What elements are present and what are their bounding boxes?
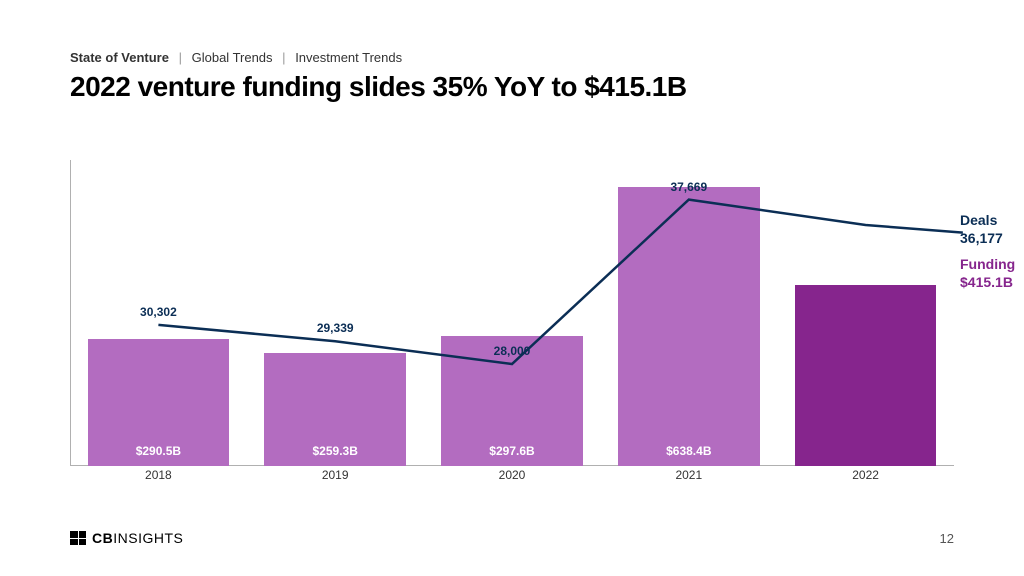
deals-polyline — [158, 200, 962, 364]
breadcrumb-a: State of Venture — [70, 50, 169, 65]
logo-icon — [70, 531, 86, 545]
x-axis-label: 2019 — [322, 468, 349, 482]
deals-side-title: Deals — [960, 212, 997, 228]
x-labels: 2018 2019 2020 2021 2022 — [70, 468, 954, 488]
funding-side-title: Funding — [960, 256, 1015, 272]
x-axis-label: 2022 — [852, 468, 879, 482]
x-axis-label: 2018 — [145, 468, 172, 482]
chart-plot: $290.5B$259.3B$297.6B$638.4B 30,30229,33… — [70, 160, 954, 466]
funding-side-label: Funding $415.1B — [960, 255, 1015, 291]
page-title: 2022 venture funding slides 35% YoY to $… — [70, 71, 954, 103]
funding-side-value: $415.1B — [960, 274, 1013, 290]
breadcrumb-sep-2: | — [282, 50, 285, 65]
footer: CBINSIGHTS 12 — [70, 530, 954, 546]
chart-area: $290.5B$259.3B$297.6B$638.4B 30,30229,33… — [70, 160, 954, 466]
deals-side-label: Deals 36,177 — [960, 211, 1003, 247]
deal-value-label: 29,339 — [317, 321, 354, 335]
logo-text-a: CB — [92, 530, 113, 546]
logo-text-b: INSIGHTS — [113, 530, 183, 546]
x-axis-label: 2020 — [499, 468, 526, 482]
x-axis-label: 2021 — [675, 468, 702, 482]
deal-value-label: 30,302 — [140, 305, 177, 319]
breadcrumb-sep-1: | — [179, 50, 182, 65]
breadcrumb-c: Investment Trends — [295, 50, 402, 65]
deals-line — [70, 160, 954, 466]
deal-value-label: 37,669 — [670, 180, 707, 194]
logo: CBINSIGHTS — [70, 530, 183, 546]
slide: State of Venture | Global Trends | Inves… — [0, 0, 1024, 576]
logo-text: CBINSIGHTS — [92, 530, 183, 546]
deals-side-value: 36,177 — [960, 230, 1003, 246]
deal-value-label: 28,000 — [494, 344, 531, 358]
breadcrumb-b: Global Trends — [192, 50, 273, 65]
page-number: 12 — [940, 531, 954, 546]
breadcrumb: State of Venture | Global Trends | Inves… — [70, 50, 954, 65]
